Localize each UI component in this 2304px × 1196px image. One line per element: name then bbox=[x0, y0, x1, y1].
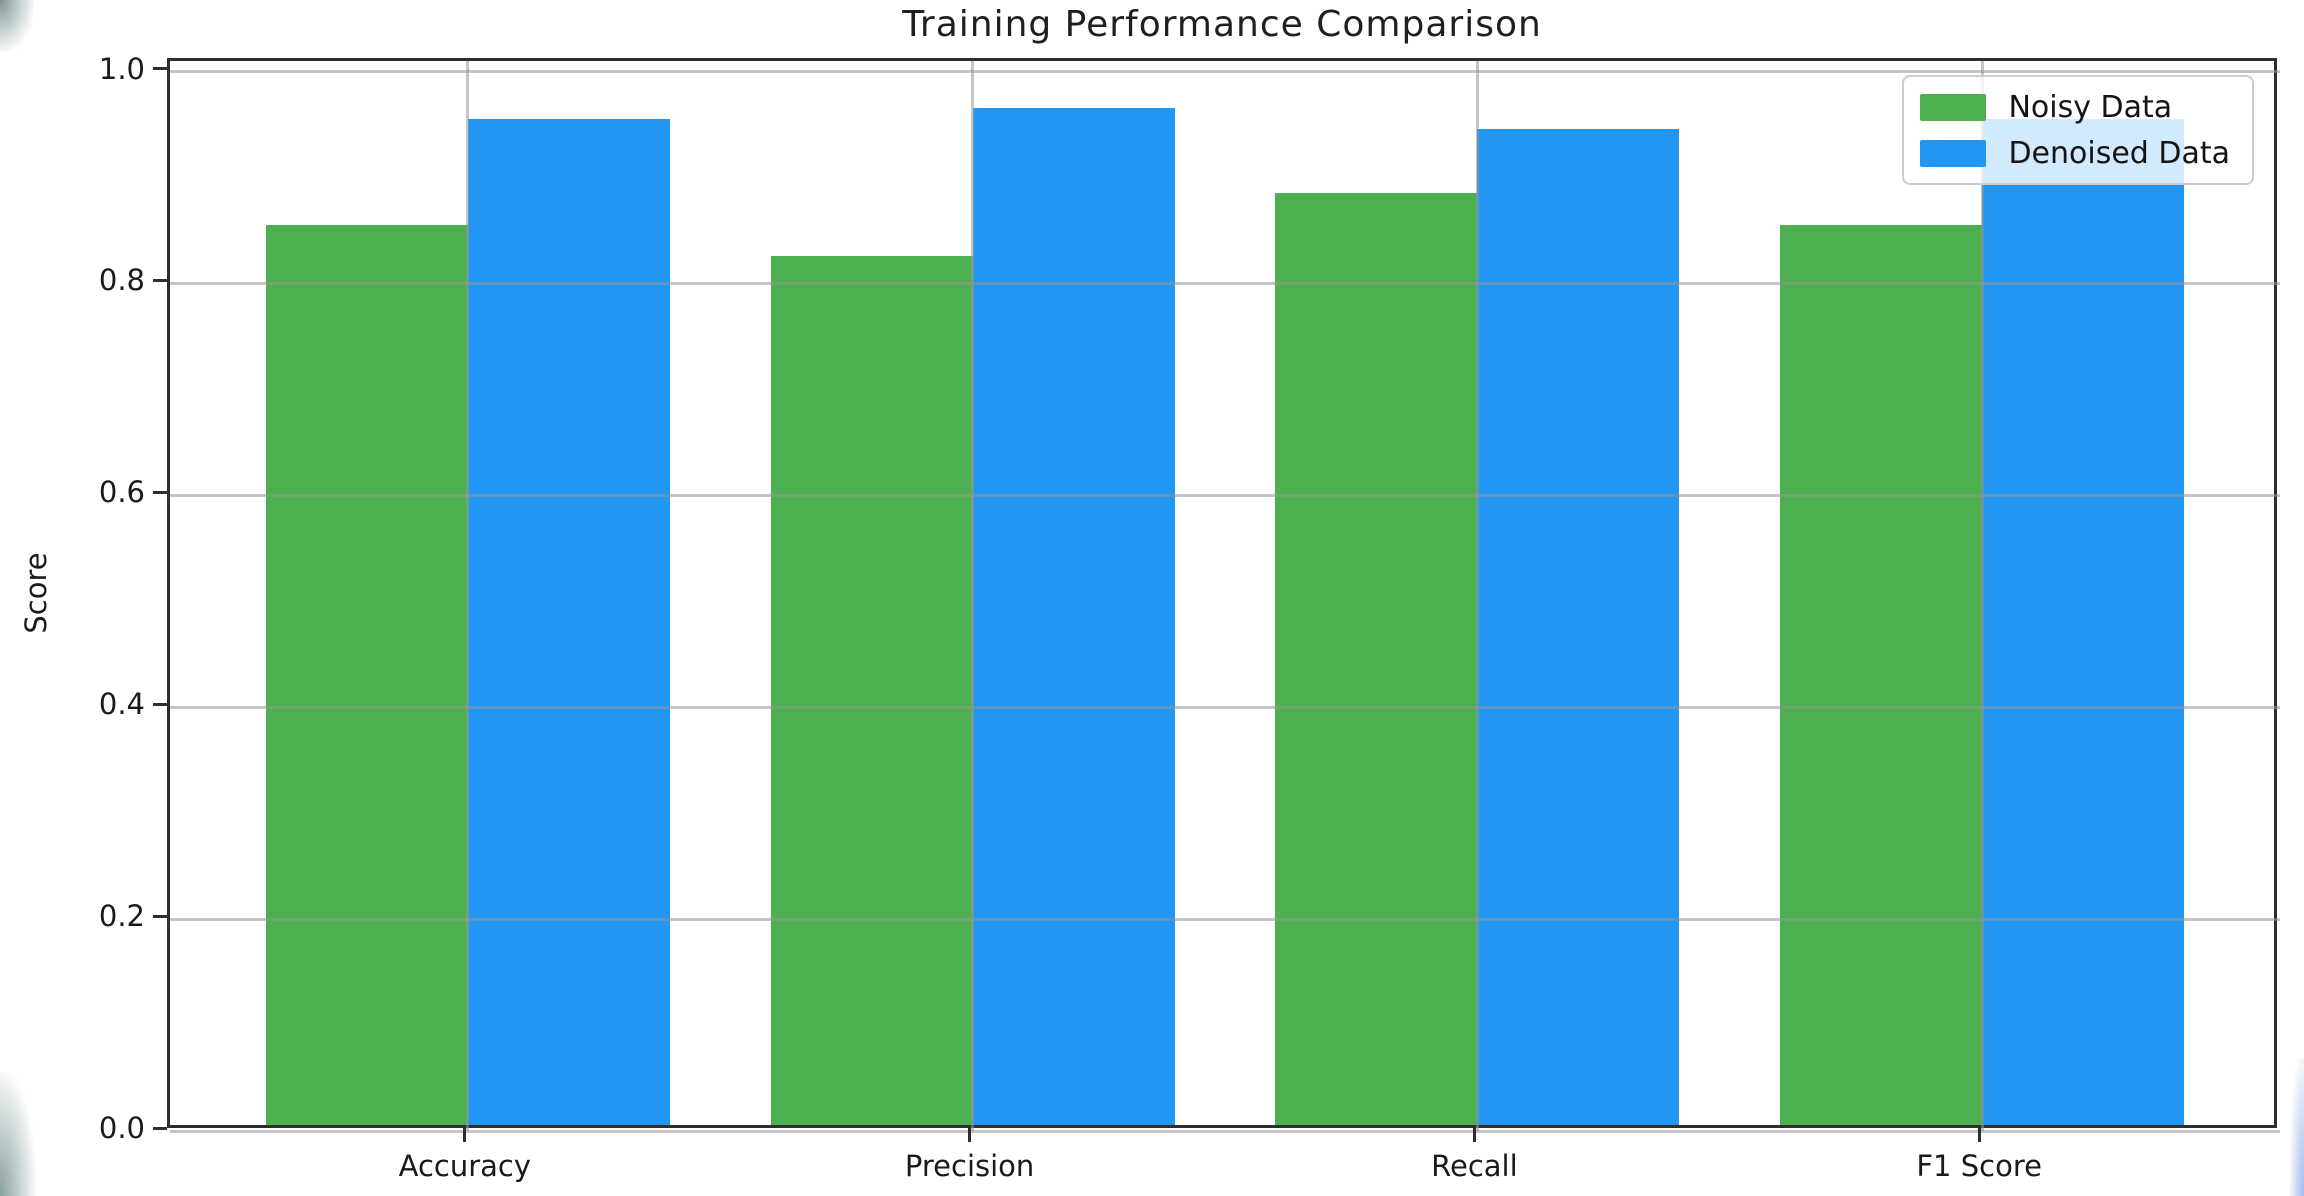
bar-f1-score-denoised bbox=[1982, 118, 2185, 1125]
gridline-x-f1-score bbox=[1980, 61, 1984, 1131]
y-tick-mark-1.0 bbox=[153, 67, 167, 71]
gridline-y-1 bbox=[170, 70, 2280, 74]
legend-item-noisy-data: Noisy Data bbox=[1920, 87, 2230, 127]
y-tick-mark-0.6 bbox=[153, 490, 167, 494]
y-tick-mark-0.2 bbox=[153, 914, 167, 918]
legend-label-denoised-data: Denoised Data bbox=[2008, 135, 2230, 171]
x-tick-label-f1-score: F1 Score bbox=[1916, 1149, 2042, 1183]
legend-item-denoised-data: Denoised Data bbox=[1920, 133, 2230, 173]
gridline-y-0.4 bbox=[170, 705, 2280, 709]
x-tick-mark-precision bbox=[968, 1128, 972, 1142]
bar-precision-noisy bbox=[770, 256, 973, 1125]
y-tick-label-0.2: 0.2 bbox=[98, 899, 145, 934]
legend: Noisy Data Denoised Data bbox=[1902, 75, 2254, 185]
edge-artifact-bottom-right bbox=[2290, 1058, 2304, 1196]
x-tick-mark-accuracy bbox=[463, 1128, 467, 1142]
bar-recall-noisy bbox=[1275, 192, 1478, 1125]
x-tick-label-recall: Recall bbox=[1431, 1149, 1518, 1183]
bar-precision-denoised bbox=[972, 107, 1175, 1125]
bar-recall-denoised bbox=[1477, 129, 1680, 1125]
gridline-x-accuracy bbox=[466, 61, 470, 1131]
gridline-y-0 bbox=[170, 1129, 2280, 1133]
legend-swatch-denoised-icon bbox=[1920, 139, 1987, 167]
y-tick-label-0.6: 0.6 bbox=[98, 475, 145, 510]
chart-title: Training Performance Comparison bbox=[902, 4, 1542, 45]
gridline-x-precision bbox=[971, 61, 975, 1131]
gridline-x-recall bbox=[1475, 61, 1479, 1131]
bar-accuracy-noisy bbox=[265, 224, 468, 1125]
y-tick-mark-0.4 bbox=[153, 702, 167, 706]
gridline-y-0.6 bbox=[170, 493, 2280, 497]
y-axis-title: Score bbox=[19, 552, 53, 634]
bar-accuracy-denoised bbox=[467, 118, 670, 1125]
gridline-y-0.8 bbox=[170, 281, 2280, 285]
legend-swatch-noisy-icon bbox=[1920, 93, 1987, 121]
y-tick-label-0.8: 0.8 bbox=[98, 263, 145, 298]
legend-label-noisy-data: Noisy Data bbox=[2008, 89, 2173, 125]
y-tick-mark-0.8 bbox=[153, 278, 167, 282]
x-tick-mark-recall bbox=[1472, 1128, 1476, 1142]
bar-f1-score-noisy bbox=[1780, 224, 1983, 1125]
y-tick-label-1.0: 1.0 bbox=[98, 51, 145, 86]
plot-area: Noisy Data Denoised Data bbox=[167, 58, 2280, 1133]
gridline-y-0.2 bbox=[170, 917, 2280, 921]
edge-artifact-top-left bbox=[0, 0, 34, 52]
x-tick-mark-f1-score bbox=[1977, 1128, 1981, 1142]
x-tick-label-precision: Precision bbox=[904, 1149, 1035, 1183]
y-tick-label-0.4: 0.4 bbox=[98, 687, 145, 722]
y-tick-label-0.0: 0.0 bbox=[98, 1111, 145, 1145]
x-tick-label-accuracy: Accuracy bbox=[398, 1149, 532, 1183]
y-tick-mark-0.0 bbox=[153, 1126, 167, 1130]
